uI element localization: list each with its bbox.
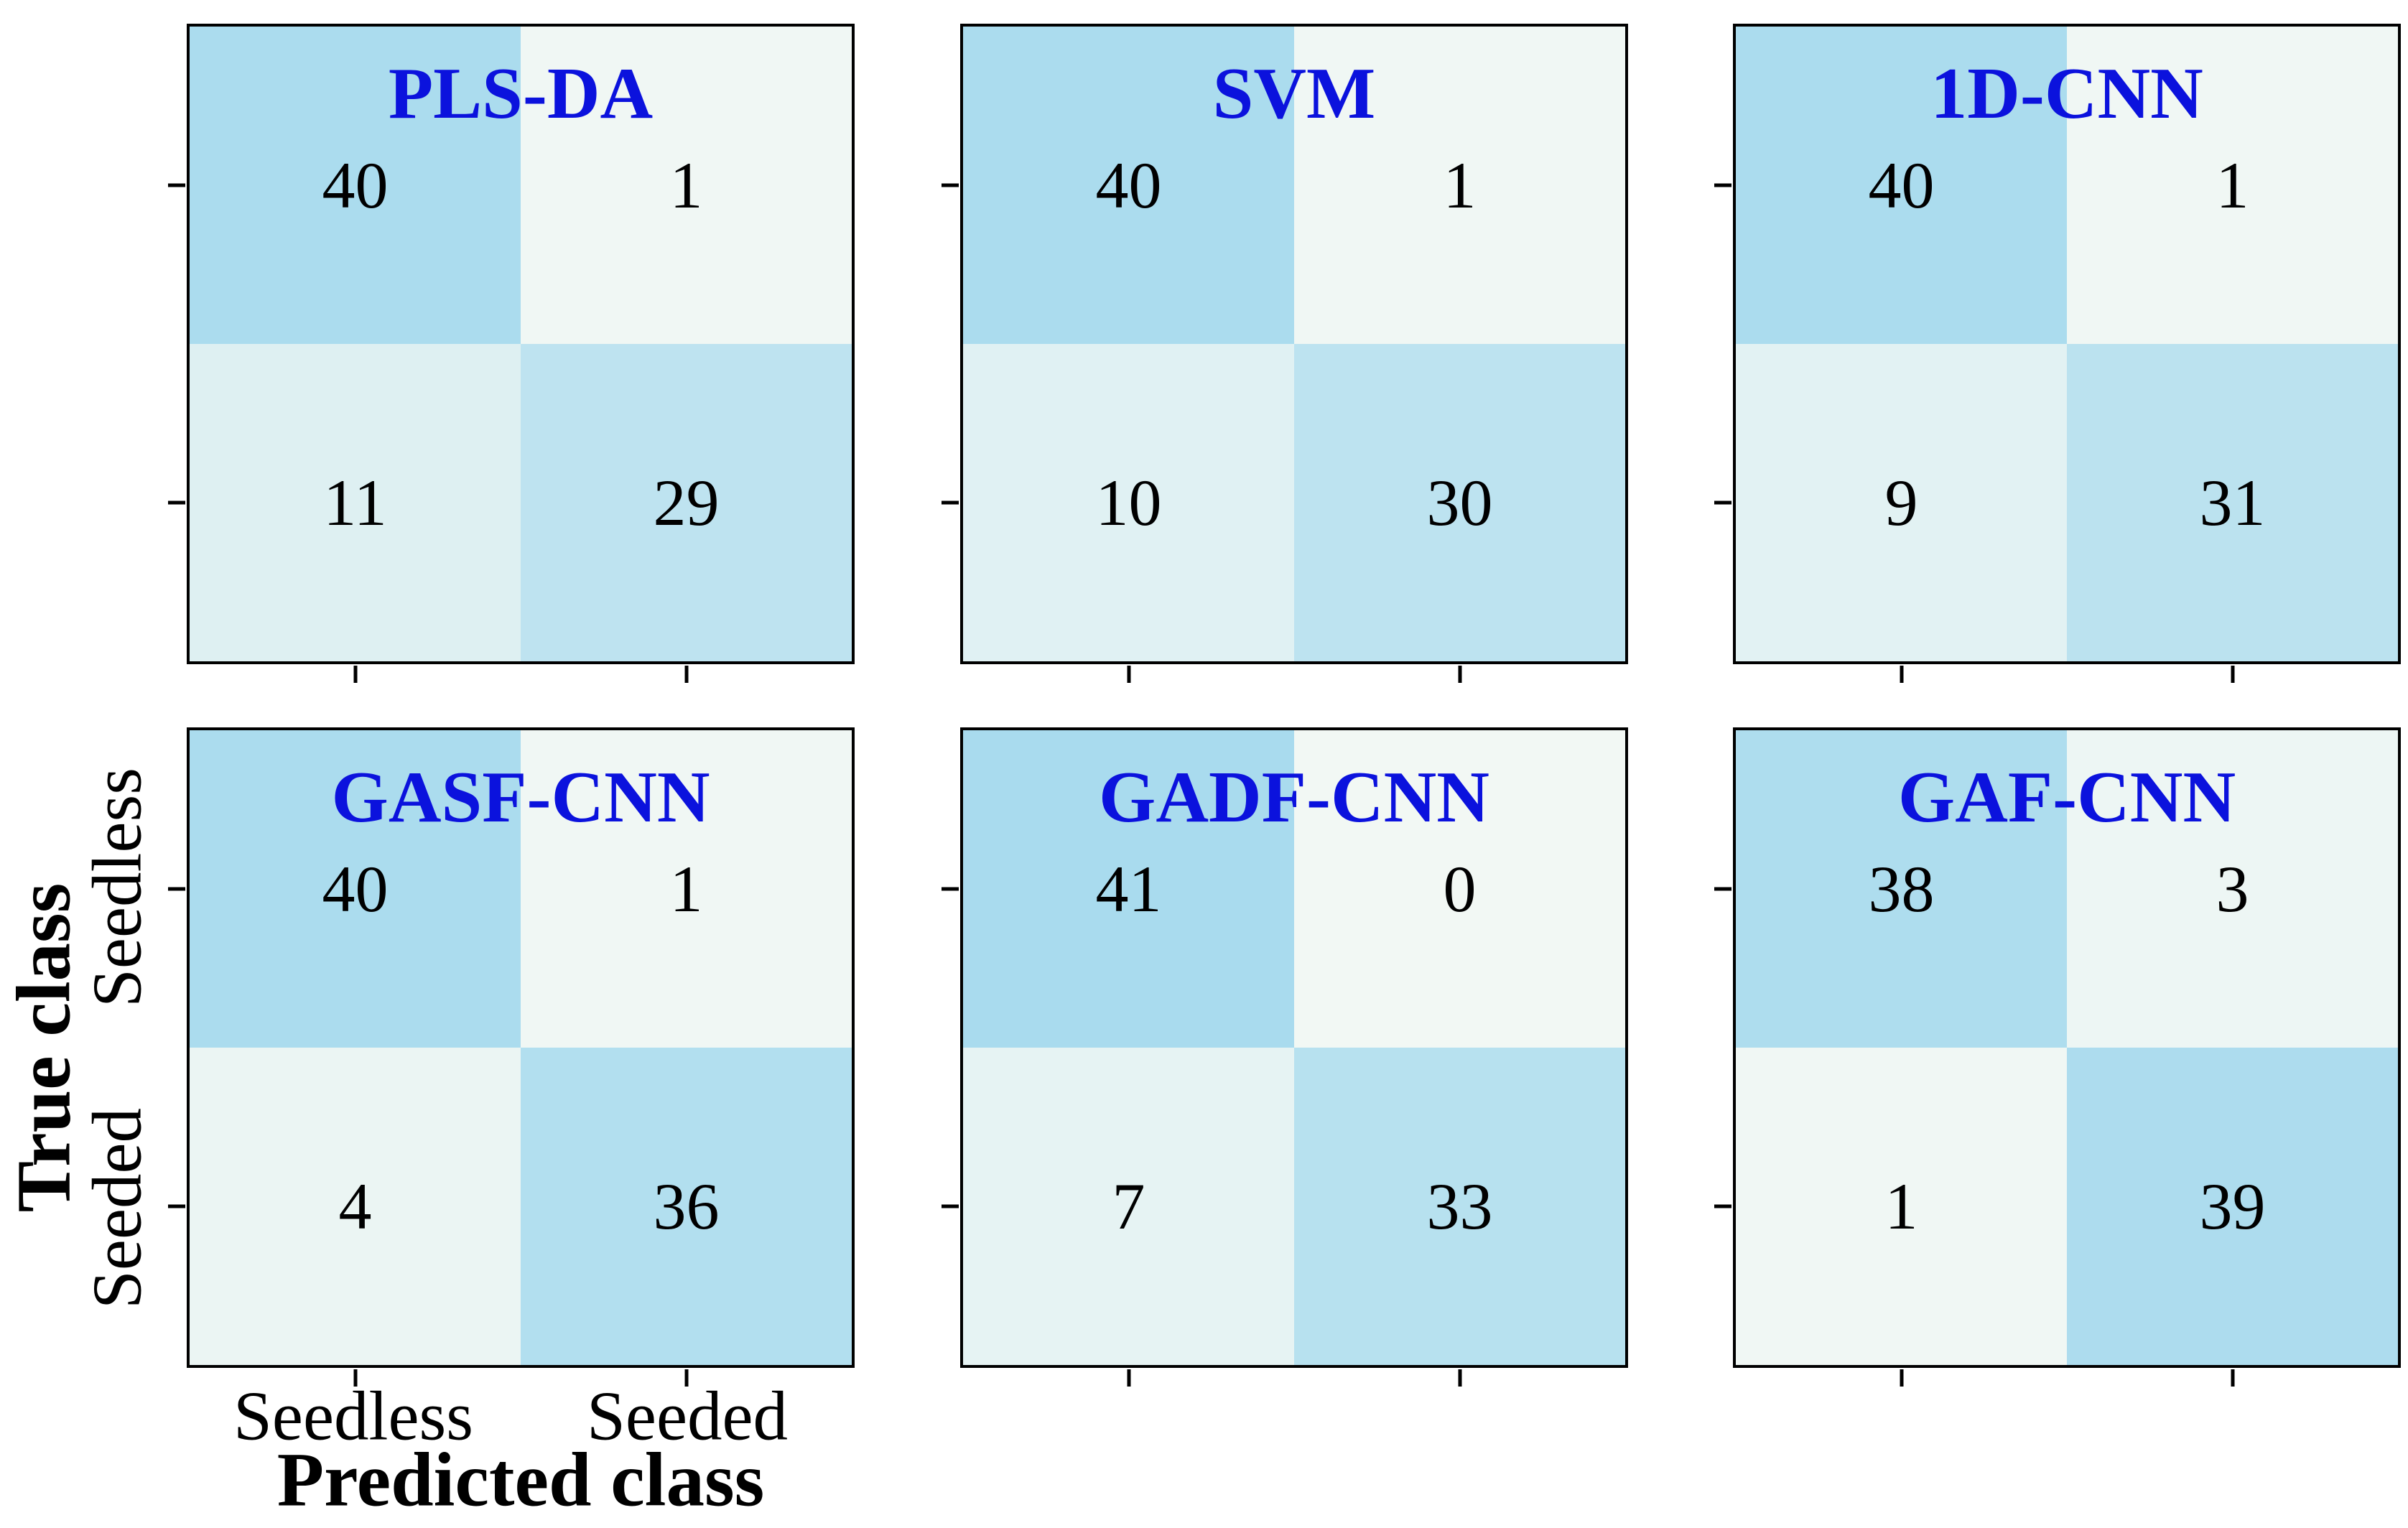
cell-true-seedless-pred-seeded: 1 bbox=[1294, 27, 1625, 344]
x-tick-mark bbox=[1127, 666, 1130, 683]
x-tick-label-seedless: Seedless bbox=[233, 1377, 474, 1455]
y-tick-mark bbox=[168, 183, 185, 187]
cell-true-seeded-pred-seeded: 39 bbox=[2067, 1048, 2398, 1365]
cell-true-seeded-pred-seedless: 7 bbox=[963, 1048, 1294, 1365]
cell-true-seedless-pred-seeded: 3 bbox=[2067, 730, 2398, 1048]
panel-gaf-cnn: 38 3 1 39 GAF-CNN bbox=[1714, 727, 2401, 1387]
cell-true-seedless-pred-seedless: 41 bbox=[963, 730, 1294, 1048]
cell-value: 1 bbox=[669, 149, 703, 222]
cell-value: 11 bbox=[323, 466, 387, 539]
cell-true-seedless-pred-seedless: 40 bbox=[1736, 27, 2067, 344]
cell-value: 33 bbox=[1426, 1170, 1493, 1243]
cell-true-seeded-pred-seedless: 4 bbox=[190, 1048, 521, 1365]
y-tick-mark bbox=[942, 887, 959, 891]
cell-value: 30 bbox=[1426, 466, 1493, 539]
y-tick-mark bbox=[168, 887, 185, 891]
matrix-cells: 40 1 4 36 bbox=[190, 730, 852, 1365]
cell-true-seedless-pred-seedless: 40 bbox=[963, 27, 1294, 344]
panel-svm: 40 1 10 30 SVM bbox=[942, 24, 1628, 683]
cell-true-seeded-pred-seeded: 33 bbox=[1294, 1048, 1625, 1365]
cell-true-seedless-pred-seeded: 1 bbox=[521, 730, 852, 1048]
cell-value: 4 bbox=[338, 1170, 372, 1243]
cell-true-seeded-pred-seeded: 30 bbox=[1294, 344, 1625, 661]
y-tick-mark bbox=[1714, 500, 1731, 505]
cell-value: 7 bbox=[1112, 1170, 1145, 1243]
cell-true-seedless-pred-seedless: 40 bbox=[190, 27, 521, 344]
panel-gadf-cnn: 41 0 7 33 GADF-CNN bbox=[942, 727, 1628, 1387]
matrix-cells: 40 1 11 29 bbox=[190, 27, 852, 661]
cell-value: 1 bbox=[1884, 1170, 1918, 1243]
panel-1d-cnn: 40 1 9 31 1D-CNN bbox=[1714, 24, 2401, 683]
x-tick-mark bbox=[353, 666, 357, 683]
x-tick-mark bbox=[1127, 1369, 1130, 1387]
matrix-cells: 41 0 7 33 bbox=[963, 730, 1625, 1365]
y-tick-mark bbox=[1714, 183, 1731, 187]
cell-value: 40 bbox=[1095, 149, 1162, 222]
y-tick-mark bbox=[168, 1204, 185, 1208]
cell-value: 29 bbox=[653, 466, 720, 539]
cell-value: 40 bbox=[322, 852, 389, 926]
matrix-cells: 40 1 9 31 bbox=[1736, 27, 2398, 661]
cell-value: 0 bbox=[1443, 852, 1477, 926]
x-tick-mark bbox=[1900, 666, 1903, 683]
y-tick-mark bbox=[1714, 887, 1731, 891]
cell-true-seedless-pred-seedless: 40 bbox=[190, 730, 521, 1048]
cell-true-seedless-pred-seeded: 1 bbox=[521, 27, 852, 344]
x-axis-label: Predicted class bbox=[276, 1438, 765, 1523]
cell-value: 3 bbox=[2216, 852, 2249, 926]
x-tick-mark bbox=[1900, 1369, 1903, 1387]
cell-value: 41 bbox=[1095, 852, 1162, 926]
x-tick-mark bbox=[1458, 666, 1461, 683]
cell-true-seeded-pred-seedless: 10 bbox=[963, 344, 1294, 661]
x-tick-label-seeded: Seeded bbox=[586, 1377, 789, 1455]
cell-value: 39 bbox=[2199, 1170, 2266, 1243]
x-tick-mark bbox=[353, 1369, 357, 1387]
cell-value: 1 bbox=[2216, 149, 2249, 222]
cell-value: 31 bbox=[2199, 466, 2266, 539]
cell-true-seeded-pred-seeded: 29 bbox=[521, 344, 852, 661]
x-tick-mark bbox=[684, 1369, 688, 1387]
cell-value: 40 bbox=[322, 149, 389, 222]
matrix-cells: 40 1 10 30 bbox=[963, 27, 1625, 661]
cell-true-seedless-pred-seedless: 38 bbox=[1736, 730, 2067, 1048]
panel-pls-da: 40 1 11 29 PLS-DA bbox=[168, 24, 855, 683]
y-axis-label: True class bbox=[1, 882, 87, 1213]
cell-value: 9 bbox=[1884, 466, 1918, 539]
cell-true-seedless-pred-seeded: 1 bbox=[2067, 27, 2398, 344]
cell-true-seeded-pred-seedless: 9 bbox=[1736, 344, 2067, 661]
y-tick-mark bbox=[168, 500, 185, 505]
cell-true-seedless-pred-seeded: 0 bbox=[1294, 730, 1625, 1048]
y-tick-mark bbox=[942, 183, 959, 187]
x-tick-mark bbox=[2231, 666, 2234, 683]
cell-value: 1 bbox=[669, 852, 703, 926]
x-tick-mark bbox=[2231, 1369, 2234, 1387]
cell-true-seeded-pred-seeded: 31 bbox=[2067, 344, 2398, 661]
cell-value: 40 bbox=[1868, 149, 1935, 222]
cell-value: 36 bbox=[653, 1170, 720, 1243]
y-tick-mark bbox=[942, 500, 959, 505]
y-tick-mark bbox=[942, 1204, 959, 1208]
cell-value: 38 bbox=[1868, 852, 1935, 926]
cell-true-seeded-pred-seeded: 36 bbox=[521, 1048, 852, 1365]
x-tick-mark bbox=[684, 666, 688, 683]
cell-true-seeded-pred-seedless: 1 bbox=[1736, 1048, 2067, 1365]
y-tick-label-seeded: Seeded bbox=[78, 1107, 156, 1310]
cell-value: 10 bbox=[1095, 466, 1162, 539]
cell-true-seeded-pred-seedless: 11 bbox=[190, 344, 521, 661]
x-tick-mark bbox=[1458, 1369, 1461, 1387]
y-tick-label-seedless: Seedless bbox=[78, 767, 156, 1008]
cell-value: 1 bbox=[1443, 149, 1477, 222]
matrix-cells: 38 3 1 39 bbox=[1736, 730, 2398, 1365]
panel-gasf-cnn: 40 1 4 36 GASF-CNN bbox=[168, 727, 855, 1387]
y-tick-mark bbox=[1714, 1204, 1731, 1208]
